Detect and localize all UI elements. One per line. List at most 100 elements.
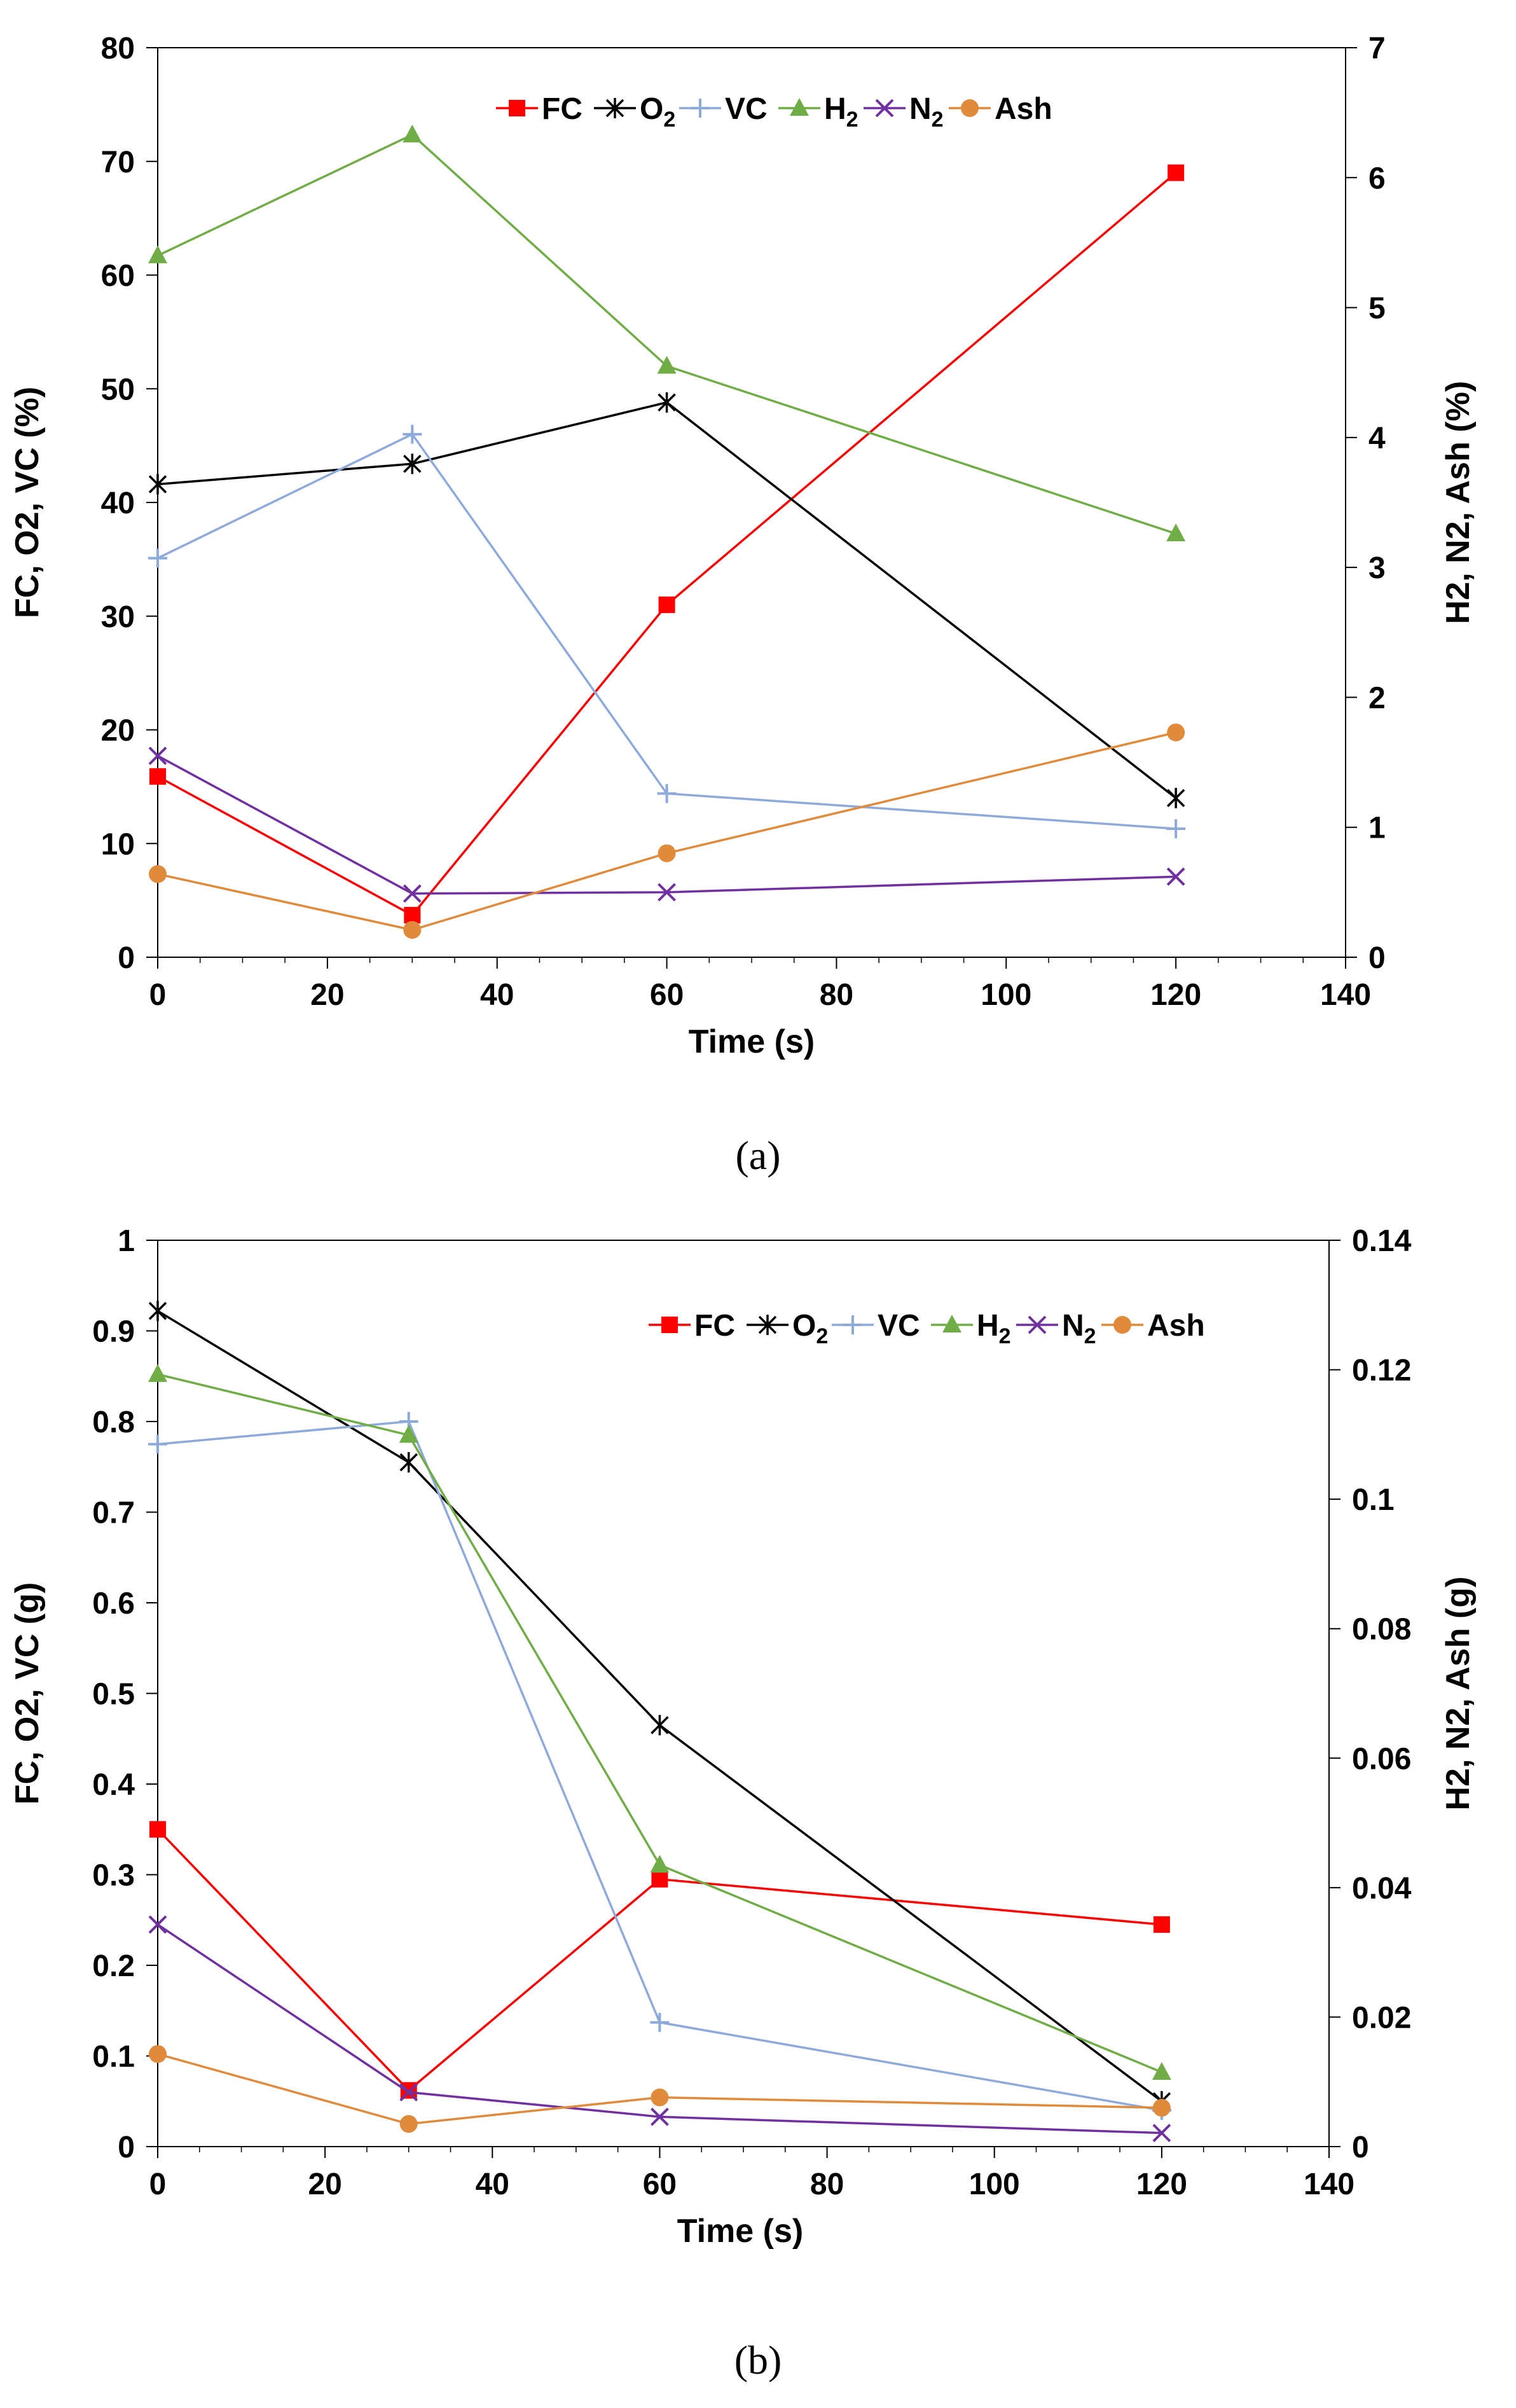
y-left-tick-label: 20	[101, 714, 135, 748]
y-left-tick-label: 0.7	[92, 1497, 135, 1530]
x-tick-label: 40	[480, 978, 514, 1012]
legend-marker	[661, 1317, 678, 1333]
legend-marker	[875, 99, 894, 118]
legend-marker	[691, 99, 710, 118]
data-point-O2	[403, 453, 422, 474]
plot-frame	[157, 47, 1346, 958]
data-point-FC	[651, 1871, 668, 1888]
legend-entry-H2: H2	[931, 1309, 1011, 1348]
data-point-Ash	[1167, 723, 1185, 742]
data-point-VC	[403, 424, 422, 444]
data-point-Ash	[651, 2088, 669, 2107]
data-point-O2	[148, 474, 167, 495]
data-point-N2	[399, 2083, 418, 2101]
data-point-H2	[403, 124, 422, 142]
data-point-H2	[148, 1364, 167, 1382]
y-left-tick-label: 0.2	[92, 1949, 135, 1983]
data-point-Ash	[149, 2045, 167, 2063]
x-tick-label: 60	[650, 978, 684, 1012]
y-right-tick-label: 0	[1352, 2131, 1369, 2164]
data-point-VC	[1166, 819, 1186, 839]
data-point-FC	[400, 2082, 417, 2099]
y-left-tick-label: 70	[101, 146, 135, 179]
legend: FC O2 VC H2 N2 Ash	[496, 92, 1052, 132]
series-O2	[148, 392, 1185, 808]
y-right-tick-label: 3	[1368, 551, 1386, 585]
x-tick-label: 80	[810, 2168, 844, 2201]
series-line-O2	[157, 401, 1177, 799]
legend-label: Ash	[995, 92, 1052, 126]
y-right-tick-label: 0.06	[1352, 1742, 1411, 1776]
legend: FC O2 VC H2 N2 Ash	[649, 1309, 1205, 1348]
data-point-N2	[651, 2107, 669, 2126]
series-line-Ash	[157, 2052, 1162, 2126]
y-right-tick-label: 0	[1368, 941, 1386, 975]
legend-marker	[509, 100, 525, 116]
series-Ash	[149, 2045, 1171, 2133]
data-point-Ash	[1152, 2098, 1171, 2117]
data-point-N2	[658, 883, 676, 902]
y-left-tick-label: 0.1	[92, 2040, 135, 2074]
data-point-FC	[149, 768, 166, 785]
legend-marker	[1028, 1315, 1047, 1334]
legend-entry-Ash: Ash	[1101, 1309, 1205, 1343]
y-left-tick-label: 0	[118, 941, 135, 975]
data-point-H2	[399, 1425, 418, 1443]
y-right-tick-label: 2	[1368, 681, 1386, 715]
y-left-tick-label: 0.4	[92, 1768, 135, 1802]
x-tick-label: 20	[310, 978, 344, 1012]
legend-marker	[790, 98, 809, 116]
legend-entry-VC: VC	[679, 92, 768, 126]
data-point-Ash	[149, 865, 167, 883]
legend-marker	[843, 1315, 862, 1334]
x-tick-label: 120	[1150, 978, 1201, 1012]
y-left-tick-label: 80	[101, 32, 135, 66]
y-right-tick-label: 1	[1368, 812, 1386, 845]
x-tick-label: 60	[643, 2168, 677, 2201]
legend-entry-FC: FC	[496, 92, 582, 126]
series-H2	[148, 124, 1186, 542]
legend-label: FC	[542, 92, 582, 126]
y-left-axis-title: FC, O2, VC (g)	[9, 1582, 46, 1805]
data-point-H2	[657, 356, 677, 374]
y-right-tick-label: 4	[1368, 422, 1386, 455]
data-point-Ash	[403, 921, 422, 939]
series-line-O2	[157, 1310, 1162, 2103]
data-point-N2	[148, 746, 167, 765]
legend-entry-O2: O2	[747, 1309, 828, 1348]
series-line-N2	[157, 754, 1176, 895]
series-line-N2	[157, 1923, 1162, 2135]
data-point-N2	[148, 1915, 167, 1934]
data-point-O2	[1166, 787, 1185, 808]
y-axis-left: 0 0.1 0.2 0.3 0.4 0.5 0.6 0.7 0.8 0.9 1	[92, 1224, 158, 2164]
legend-entry-O2: O2	[594, 92, 675, 132]
legend-entry-N2: N2	[864, 92, 944, 132]
data-point-H2	[1152, 2061, 1171, 2080]
legend-entry-FC: FC	[649, 1309, 735, 1343]
y-axis-right: 0 0.02 0.04 0.06 0.08 0.1 0.12 0.14	[1329, 1224, 1412, 2164]
x-tick-label: 140	[1320, 978, 1371, 1012]
series-N2	[148, 1915, 1171, 2143]
x-axis-title: Time (s)	[677, 2213, 803, 2250]
y-right-tick-label: 7	[1368, 32, 1386, 66]
y-left-tick-label: 0.8	[92, 1406, 135, 1439]
y-right-tick-label: 6	[1368, 162, 1386, 195]
y-right-tick-label: 0.14	[1352, 1224, 1412, 1258]
legend-marker	[1113, 1316, 1131, 1334]
data-point-FC	[658, 596, 675, 613]
data-point-H2	[148, 245, 167, 263]
y-right-tick-label: 0.1	[1352, 1483, 1395, 1517]
legend-label: N2	[1062, 1309, 1096, 1348]
data-point-FC	[404, 906, 421, 924]
data-point-O2	[651, 1715, 669, 1736]
series-line-VC	[157, 432, 1176, 830]
y-right-tick-label: 0.08	[1352, 1613, 1411, 1647]
data-point-Ash	[399, 2115, 418, 2133]
x-tick-label: 100	[981, 978, 1031, 1012]
legend-label: VC	[878, 1309, 920, 1343]
y-axis-right: 0 1 2 3 4 5 6 7	[1346, 32, 1386, 975]
legend-marker	[961, 99, 979, 117]
data-point-FC	[149, 1821, 166, 1838]
